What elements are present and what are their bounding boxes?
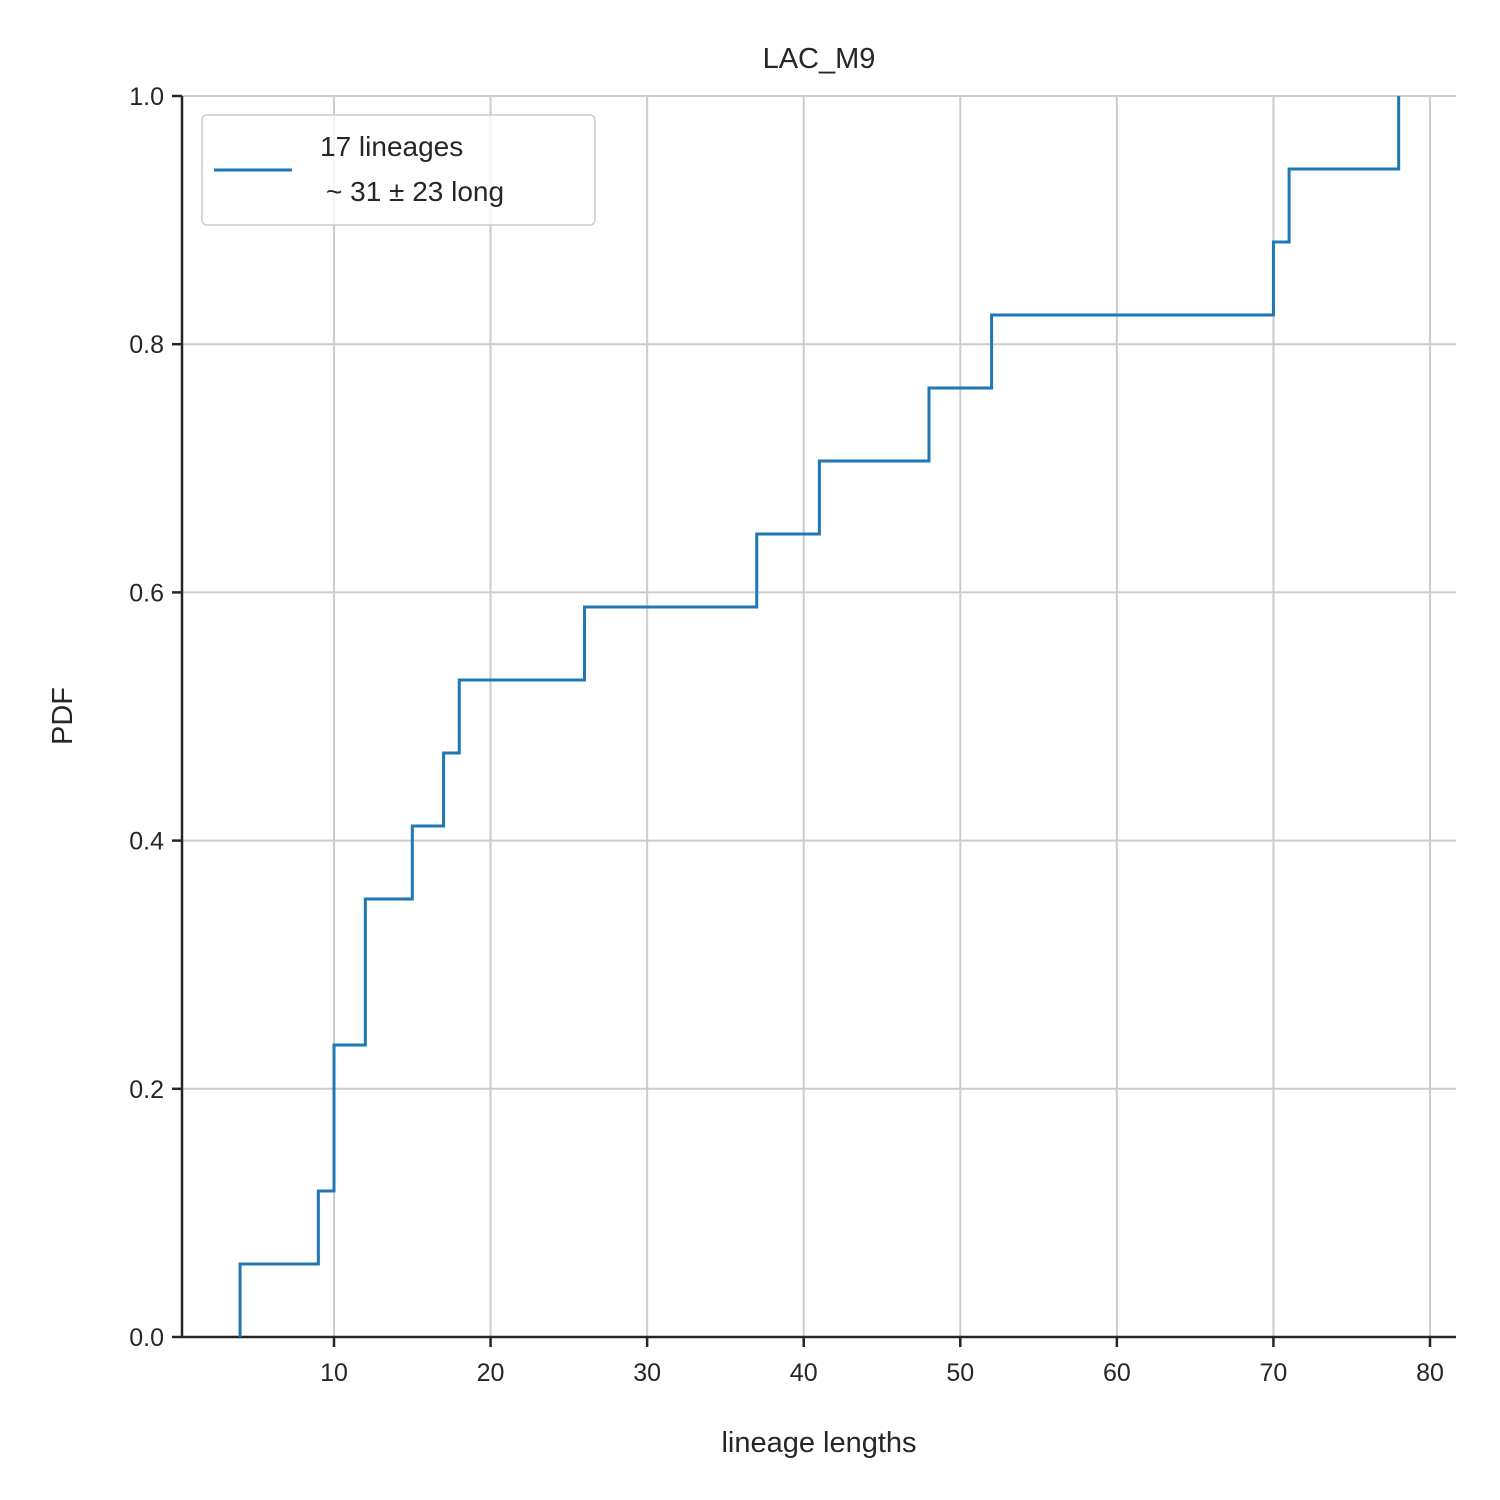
grid-lines [182, 95, 1456, 1338]
legend-label-line-1: 17 lineages [320, 131, 463, 162]
series-layer [238, 96, 1401, 1337]
x-tick-label: 80 [1416, 1359, 1444, 1387]
cdf-step-line [238, 96, 1401, 1337]
y-tick-label: 0.2 [129, 1076, 164, 1104]
y-tick-label: 0.8 [129, 331, 164, 359]
legend-frame [201, 114, 596, 226]
legend-label-line-2: ~ 31 ± 23 long [326, 176, 504, 207]
y-tick-label: 0.6 [129, 579, 164, 607]
y-tick-label: 1.0 [129, 83, 164, 111]
x-tick-label: 30 [633, 1359, 661, 1387]
x-tick-label: 40 [790, 1359, 818, 1387]
x-tick-label: 20 [477, 1359, 505, 1387]
x-tick-label: 10 [320, 1359, 348, 1387]
y-tick-label: 0.4 [129, 828, 164, 856]
legend: 17 lineages ~ 31 ± 23 long [201, 114, 596, 226]
tick-labels: 10 20 30 40 50 60 70 80 0.0 0.2 0.4 0.6 0.8 1.0 [129, 83, 1444, 1387]
x-axis-title: lineage lengths [721, 1427, 916, 1459]
x-tick-label: 60 [1103, 1359, 1131, 1387]
x-tick-label: 70 [1260, 1359, 1288, 1387]
chart-title: LAC_M9 [763, 43, 876, 75]
x-tick-label: 50 [946, 1359, 974, 1387]
y-axis-title: PDF [47, 687, 79, 745]
axes [172, 94, 1456, 1347]
y-tick-label: 0.0 [129, 1324, 164, 1352]
